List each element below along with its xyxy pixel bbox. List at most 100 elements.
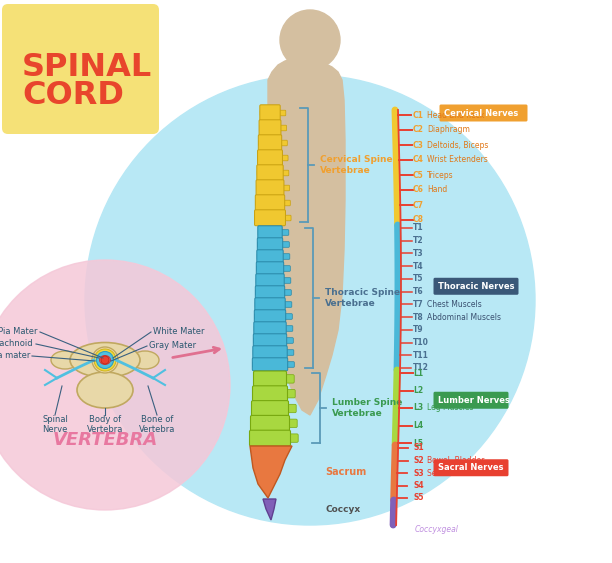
FancyBboxPatch shape (255, 310, 286, 323)
Text: Chest Muscels: Chest Muscels (427, 300, 482, 309)
FancyBboxPatch shape (258, 226, 282, 239)
FancyBboxPatch shape (282, 185, 289, 191)
FancyBboxPatch shape (250, 430, 291, 446)
Polygon shape (268, 59, 345, 415)
Text: Cervical Spine
Vertebrae: Cervical Spine Vertebrae (320, 155, 393, 175)
FancyBboxPatch shape (252, 358, 288, 370)
FancyBboxPatch shape (258, 150, 283, 166)
Text: L2: L2 (413, 386, 423, 395)
FancyBboxPatch shape (260, 110, 268, 116)
Text: Sacral Nerves: Sacral Nerves (438, 463, 504, 472)
FancyBboxPatch shape (257, 250, 283, 263)
FancyBboxPatch shape (256, 274, 284, 287)
FancyBboxPatch shape (286, 361, 294, 367)
FancyBboxPatch shape (439, 105, 528, 122)
FancyBboxPatch shape (282, 278, 291, 283)
Text: C1: C1 (413, 110, 424, 119)
FancyBboxPatch shape (285, 350, 294, 355)
Text: T1: T1 (413, 224, 424, 233)
FancyBboxPatch shape (283, 290, 291, 296)
Text: Spinal
Nerve: Spinal Nerve (42, 415, 68, 435)
FancyBboxPatch shape (255, 195, 285, 211)
Text: White Mater: White Mater (153, 328, 204, 337)
FancyBboxPatch shape (286, 404, 296, 413)
FancyBboxPatch shape (258, 242, 266, 247)
Circle shape (85, 75, 535, 525)
Text: VERTEBRA: VERTEBRA (53, 431, 158, 449)
FancyBboxPatch shape (256, 262, 284, 275)
FancyBboxPatch shape (284, 314, 293, 319)
FancyBboxPatch shape (255, 286, 285, 299)
Text: S5: S5 (413, 494, 424, 503)
FancyBboxPatch shape (259, 120, 281, 136)
Text: Pia Mater: Pia Mater (0, 328, 38, 337)
FancyBboxPatch shape (253, 386, 288, 401)
Text: C2: C2 (413, 126, 424, 135)
FancyBboxPatch shape (252, 401, 288, 417)
Text: Sacrum: Sacrum (325, 467, 366, 477)
Text: Dura mater: Dura mater (0, 351, 30, 360)
FancyBboxPatch shape (256, 200, 263, 206)
Text: Coccyxgeal: Coccyxgeal (415, 525, 459, 534)
Text: S1: S1 (413, 444, 424, 453)
Circle shape (94, 349, 116, 371)
FancyBboxPatch shape (255, 215, 263, 221)
FancyBboxPatch shape (280, 155, 288, 161)
Text: Abdominal Muscels: Abdominal Muscels (427, 312, 501, 321)
FancyBboxPatch shape (257, 238, 283, 251)
Text: C7: C7 (413, 200, 424, 209)
Text: S3: S3 (413, 468, 424, 477)
FancyBboxPatch shape (278, 110, 286, 116)
Ellipse shape (51, 351, 79, 369)
FancyBboxPatch shape (255, 210, 285, 226)
Ellipse shape (77, 372, 133, 408)
Text: L1: L1 (413, 369, 423, 378)
FancyBboxPatch shape (258, 135, 282, 151)
FancyBboxPatch shape (284, 375, 294, 383)
FancyBboxPatch shape (256, 266, 265, 271)
Text: T11: T11 (413, 351, 429, 360)
FancyBboxPatch shape (281, 254, 290, 260)
FancyBboxPatch shape (253, 334, 286, 347)
FancyBboxPatch shape (254, 338, 263, 343)
FancyBboxPatch shape (258, 230, 267, 235)
Text: Cervical Nerves: Cervical Nerves (444, 109, 518, 118)
FancyBboxPatch shape (256, 278, 265, 283)
Text: CORD: CORD (22, 79, 124, 110)
Text: C4: C4 (413, 155, 424, 164)
FancyBboxPatch shape (284, 326, 293, 331)
FancyBboxPatch shape (250, 434, 260, 443)
Text: L3: L3 (413, 404, 423, 413)
Circle shape (280, 10, 340, 70)
Text: Coccyx: Coccyx (325, 505, 360, 514)
FancyBboxPatch shape (279, 125, 286, 131)
Text: C6: C6 (413, 185, 424, 194)
Text: S4: S4 (413, 481, 424, 490)
FancyBboxPatch shape (256, 290, 264, 296)
FancyBboxPatch shape (282, 266, 290, 271)
Text: T12: T12 (413, 364, 429, 373)
Text: Deltoids, Biceps: Deltoids, Biceps (427, 141, 488, 150)
Text: Thoracic Nerves: Thoracic Nerves (438, 282, 515, 291)
FancyBboxPatch shape (252, 404, 262, 413)
FancyBboxPatch shape (255, 302, 264, 307)
Text: T2: T2 (413, 236, 424, 245)
Polygon shape (263, 499, 276, 520)
FancyBboxPatch shape (254, 322, 286, 334)
Text: Gray Mater: Gray Mater (149, 342, 196, 351)
FancyBboxPatch shape (250, 415, 289, 431)
FancyBboxPatch shape (251, 419, 261, 427)
Polygon shape (250, 446, 292, 498)
Text: C5: C5 (413, 171, 424, 180)
FancyBboxPatch shape (255, 298, 285, 311)
FancyBboxPatch shape (283, 200, 290, 206)
Text: Arachnoid: Arachnoid (0, 339, 34, 348)
FancyBboxPatch shape (256, 180, 284, 196)
FancyBboxPatch shape (257, 165, 283, 181)
FancyBboxPatch shape (281, 242, 289, 247)
Ellipse shape (70, 342, 140, 378)
FancyBboxPatch shape (280, 140, 287, 146)
Text: Head and neck: Head and neck (427, 110, 484, 119)
Circle shape (0, 260, 230, 510)
Text: S2: S2 (413, 456, 424, 465)
